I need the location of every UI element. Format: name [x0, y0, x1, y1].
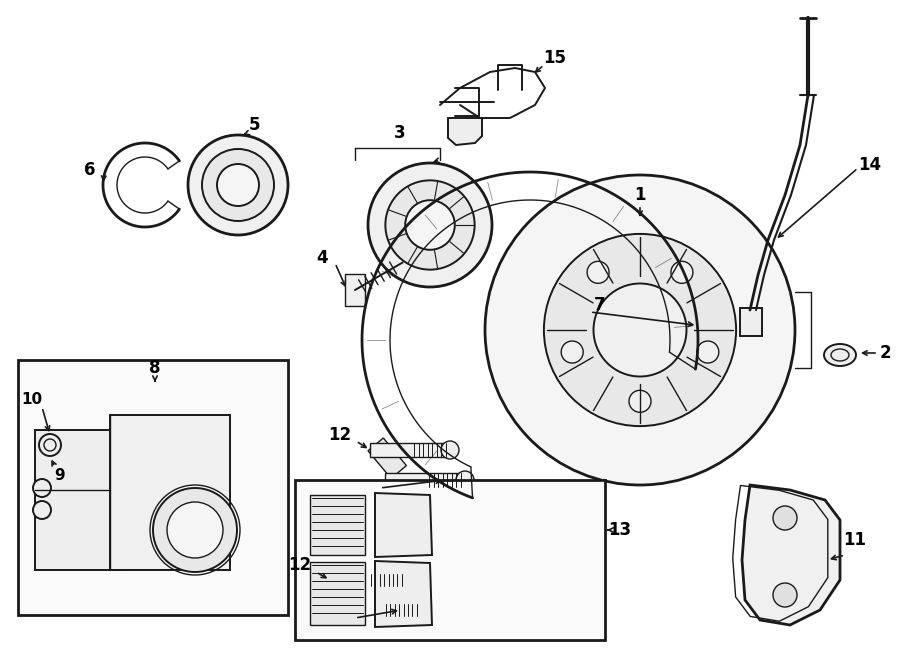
- Text: 10: 10: [22, 393, 42, 407]
- Bar: [385, 473, 465, 487]
- Bar: [35, 430, 125, 570]
- Circle shape: [385, 180, 474, 270]
- Circle shape: [153, 488, 237, 572]
- Bar: [330, 574, 406, 586]
- Text: 2: 2: [879, 344, 891, 362]
- Text: 5: 5: [249, 116, 261, 134]
- Circle shape: [368, 163, 492, 287]
- Polygon shape: [375, 493, 432, 557]
- Circle shape: [773, 506, 797, 530]
- Circle shape: [456, 471, 474, 489]
- Circle shape: [562, 341, 583, 363]
- Circle shape: [188, 135, 288, 235]
- Text: 3: 3: [394, 124, 406, 142]
- Bar: [740, 308, 762, 336]
- Circle shape: [413, 602, 429, 618]
- Circle shape: [670, 261, 693, 284]
- Text: 14: 14: [859, 156, 882, 174]
- Bar: [110, 415, 230, 570]
- Text: 12: 12: [328, 426, 352, 444]
- Circle shape: [398, 572, 414, 588]
- Text: 7: 7: [594, 296, 606, 314]
- Bar: [295, 480, 605, 640]
- Polygon shape: [310, 562, 365, 625]
- Text: 4: 4: [316, 249, 328, 267]
- Text: 15: 15: [544, 49, 566, 67]
- Circle shape: [167, 502, 223, 558]
- Circle shape: [217, 164, 259, 206]
- Polygon shape: [742, 485, 840, 625]
- Polygon shape: [448, 118, 482, 145]
- Bar: [370, 443, 450, 457]
- Circle shape: [485, 175, 795, 485]
- Text: 12: 12: [288, 556, 311, 574]
- Circle shape: [544, 234, 736, 426]
- Circle shape: [33, 479, 51, 497]
- Circle shape: [773, 583, 797, 607]
- Circle shape: [629, 390, 651, 412]
- Text: 8: 8: [149, 359, 161, 377]
- Circle shape: [697, 341, 719, 363]
- Text: 6: 6: [85, 161, 95, 179]
- Bar: [18, 360, 288, 615]
- Text: 11: 11: [843, 531, 867, 549]
- Text: 1: 1: [634, 186, 646, 204]
- Polygon shape: [310, 495, 365, 555]
- Circle shape: [33, 501, 51, 519]
- Circle shape: [39, 434, 61, 456]
- Polygon shape: [375, 561, 432, 627]
- Text: 9: 9: [55, 467, 66, 483]
- Circle shape: [587, 261, 609, 284]
- Circle shape: [202, 149, 274, 221]
- Text: 13: 13: [608, 521, 632, 539]
- Circle shape: [441, 441, 459, 459]
- Circle shape: [593, 284, 687, 377]
- Ellipse shape: [824, 344, 856, 366]
- Bar: [368, 438, 407, 479]
- Bar: [345, 604, 421, 616]
- Circle shape: [405, 200, 454, 250]
- Bar: [345, 274, 365, 306]
